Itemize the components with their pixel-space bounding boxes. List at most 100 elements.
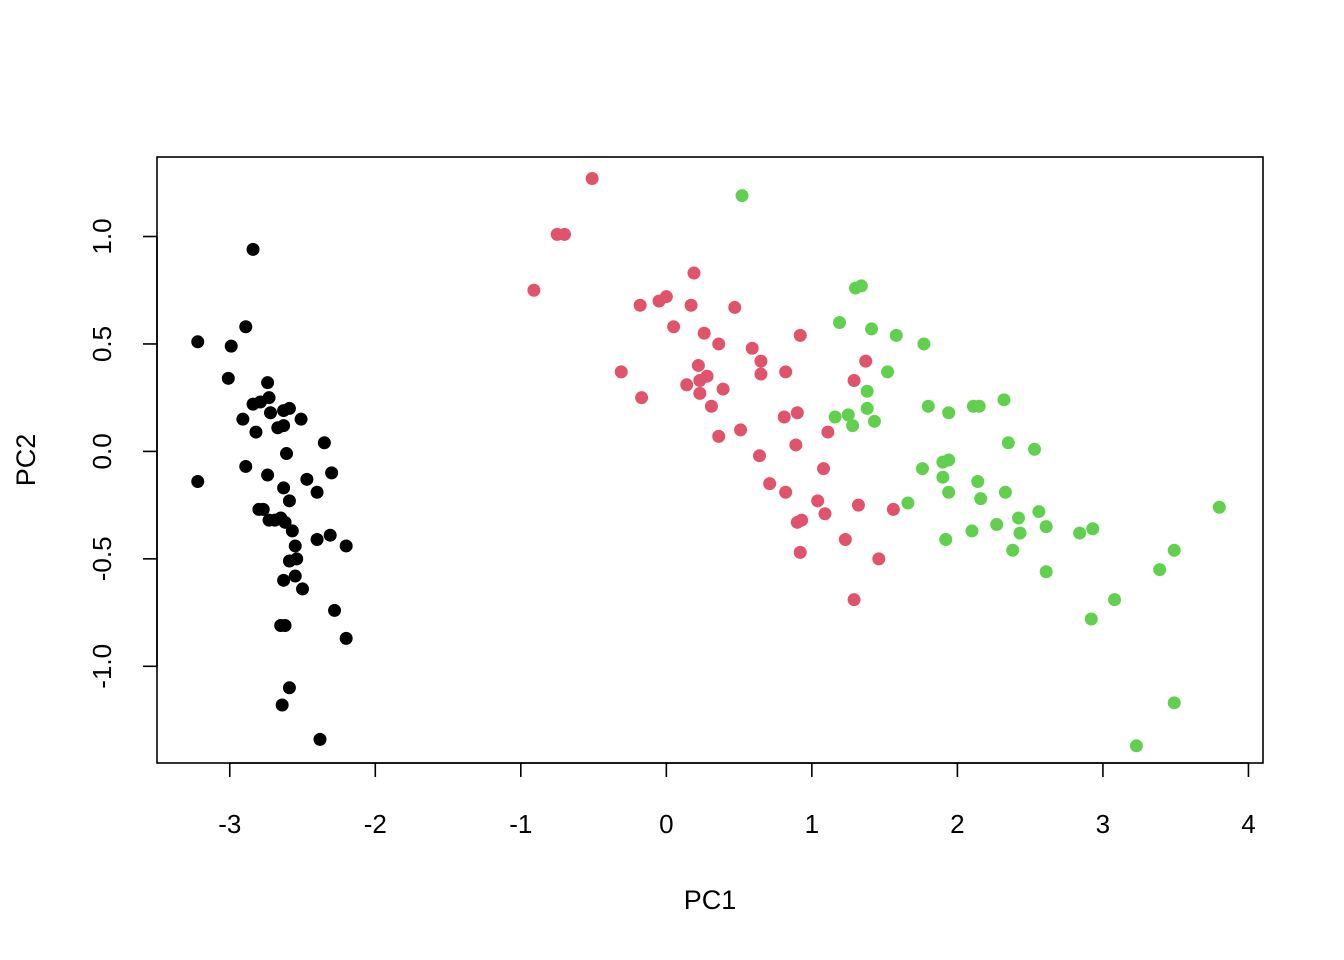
data-point: [557, 227, 571, 241]
data-point: [585, 171, 599, 185]
data-point: [793, 545, 807, 559]
data-point: [1039, 565, 1053, 579]
data-point: [282, 401, 296, 415]
data-point: [901, 496, 915, 510]
data-point: [865, 322, 879, 336]
data-point: [735, 189, 749, 203]
data-point: [1028, 442, 1042, 456]
data-point: [246, 397, 260, 411]
data-point: [821, 425, 835, 439]
data-point: [277, 481, 291, 495]
x-axis-title: PC1: [684, 885, 737, 915]
data-point: [917, 337, 931, 351]
data-point: [734, 423, 748, 437]
data-point: [974, 492, 988, 506]
data-point: [275, 698, 289, 712]
data-point: [684, 298, 698, 312]
data-point: [1212, 500, 1226, 514]
y-tick-label: 1.0: [87, 218, 117, 254]
data-point: [261, 376, 275, 390]
data-point: [296, 582, 310, 596]
data-point: [693, 386, 707, 400]
data-point: [224, 339, 238, 353]
data-point: [288, 569, 302, 583]
data-point: [881, 365, 895, 379]
data-point: [1001, 436, 1015, 450]
data-point: [833, 315, 847, 329]
data-point: [191, 335, 205, 349]
x-tick-label: 3: [1096, 809, 1110, 839]
data-point: [1129, 739, 1143, 753]
x-axis: -3 -2 -1 0 1 2 3 4: [218, 762, 1256, 839]
data-point: [1032, 505, 1046, 519]
data-point: [246, 242, 260, 256]
data-point: [317, 436, 331, 450]
data-point: [1012, 511, 1026, 525]
series-3: [735, 189, 1226, 753]
data-point: [310, 485, 324, 499]
x-tick-label: 0: [659, 809, 673, 839]
data-point: [1153, 563, 1167, 577]
y-tick-label: 0.0: [87, 433, 117, 469]
data-point: [965, 524, 979, 538]
data-point: [191, 474, 205, 488]
data-point: [1167, 696, 1181, 710]
y-tick-label: -1.0: [87, 644, 117, 689]
data-point: [889, 328, 903, 342]
data-point: [1073, 526, 1087, 540]
data-point: [790, 406, 804, 420]
data-point: [527, 283, 541, 297]
data-point: [998, 485, 1012, 499]
data-point: [294, 412, 308, 426]
data-point: [828, 410, 842, 424]
y-tick-label: 0.5: [87, 326, 117, 362]
data-point: [971, 474, 985, 488]
data-point: [745, 341, 759, 355]
data-point: [777, 410, 791, 424]
data-point: [256, 502, 270, 516]
data-point: [846, 419, 860, 433]
data-point: [633, 298, 647, 312]
data-point: [313, 732, 327, 746]
data-point: [728, 300, 742, 314]
data-point: [288, 539, 302, 553]
series-2: [527, 171, 900, 607]
data-point: [282, 494, 296, 508]
data-point: [789, 438, 803, 452]
data-point: [300, 472, 314, 486]
data-point: [614, 365, 628, 379]
data-point: [990, 517, 1004, 531]
data-point: [339, 631, 353, 645]
data-point: [271, 421, 285, 435]
data-point: [635, 391, 649, 405]
data-point: [936, 470, 950, 484]
data-point: [277, 573, 291, 587]
data-point: [763, 477, 777, 491]
x-tick-label: -3: [218, 809, 241, 839]
y-axis: -1.0 -0.5 0.0 0.5 1.0: [87, 218, 158, 689]
data-point: [841, 408, 855, 422]
data-point: [915, 462, 929, 476]
data-point: [1039, 520, 1053, 534]
data-point: [221, 371, 235, 385]
data-point: [328, 603, 342, 617]
y-tick-label: -0.5: [87, 536, 117, 581]
data-point: [680, 378, 694, 392]
data-point: [859, 354, 873, 368]
data-point: [262, 513, 276, 527]
data-point: [838, 533, 852, 547]
data-point: [697, 326, 711, 340]
x-tick-label: 4: [1241, 809, 1255, 839]
data-point: [282, 554, 296, 568]
series-1: [191, 242, 353, 746]
data-point: [818, 507, 832, 521]
x-tick-label: 2: [950, 809, 964, 839]
data-point: [285, 524, 299, 538]
data-point: [886, 502, 900, 516]
data-point: [860, 384, 874, 398]
data-point: [752, 449, 766, 463]
data-point: [236, 412, 250, 426]
y-axis-title: PC2: [11, 434, 41, 487]
